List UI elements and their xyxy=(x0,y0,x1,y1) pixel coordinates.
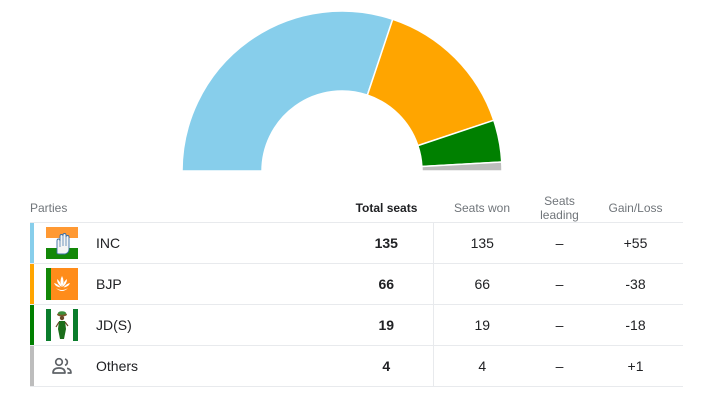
results-table: Parties Total seats Seats won Seats lead… xyxy=(30,194,683,387)
header-seats-leading: Seats leading xyxy=(531,194,588,223)
table-row-bjp: BJP 66 66 – -38 xyxy=(30,263,683,305)
header-gain-loss: Gain/Loss xyxy=(588,194,683,223)
gain-loss-value: +1 xyxy=(588,345,683,387)
people-icon xyxy=(46,350,78,382)
chart-svg xyxy=(181,10,503,172)
table-row-inc: INC 135 135 – +55 xyxy=(30,222,683,264)
seats-leading-value: – xyxy=(531,263,588,305)
seats-won-value: 135 xyxy=(433,222,531,264)
total-seats-value: 135 xyxy=(340,222,434,264)
party-color-bar xyxy=(30,264,34,304)
hand-symbol-icon xyxy=(46,227,78,259)
party-cell: JD(S) xyxy=(30,304,340,346)
party-color-bar xyxy=(30,346,34,386)
seats-won-value: 19 xyxy=(433,304,531,346)
party-cell: INC xyxy=(30,222,340,264)
total-seats-value: 4 xyxy=(340,345,434,387)
party-name: INC xyxy=(96,235,121,251)
total-seats-value: 19 xyxy=(340,304,434,346)
table-row-jds: JD(S) 19 19 – -18 xyxy=(30,304,683,346)
total-seats-value: 66 xyxy=(340,263,434,305)
seats-leading-value: – xyxy=(531,222,588,264)
donut-slice-others xyxy=(421,161,503,172)
header-parties: Parties xyxy=(30,194,340,223)
seats-leading-value: – xyxy=(531,304,588,346)
gain-loss-value: -18 xyxy=(588,304,683,346)
lotus-symbol-icon xyxy=(46,268,78,300)
farmer-woman-symbol-icon xyxy=(46,309,78,341)
donut-slice-bjp xyxy=(366,18,495,147)
party-cell: Others xyxy=(30,345,340,387)
seats-semi-donut-chart xyxy=(0,0,716,190)
donut-slice-inc xyxy=(181,10,394,172)
header-seats-won: Seats won xyxy=(433,194,531,223)
party-name: BJP xyxy=(96,276,122,292)
seats-leading-value: – xyxy=(531,345,588,387)
gain-loss-value: -38 xyxy=(588,263,683,305)
party-name: Others xyxy=(96,358,139,374)
party-color-bar xyxy=(30,305,34,345)
gain-loss-value: +55 xyxy=(588,222,683,264)
header-total-seats: Total seats xyxy=(340,194,433,223)
seats-won-value: 4 xyxy=(433,345,531,387)
seats-won-value: 66 xyxy=(433,263,531,305)
party-cell: BJP xyxy=(30,263,340,305)
table-header-row: Parties Total seats Seats won Seats lead… xyxy=(30,194,683,223)
party-color-bar xyxy=(30,223,34,263)
table-row-others: Others 4 4 – +1 xyxy=(30,345,683,387)
party-name: JD(S) xyxy=(96,317,132,333)
